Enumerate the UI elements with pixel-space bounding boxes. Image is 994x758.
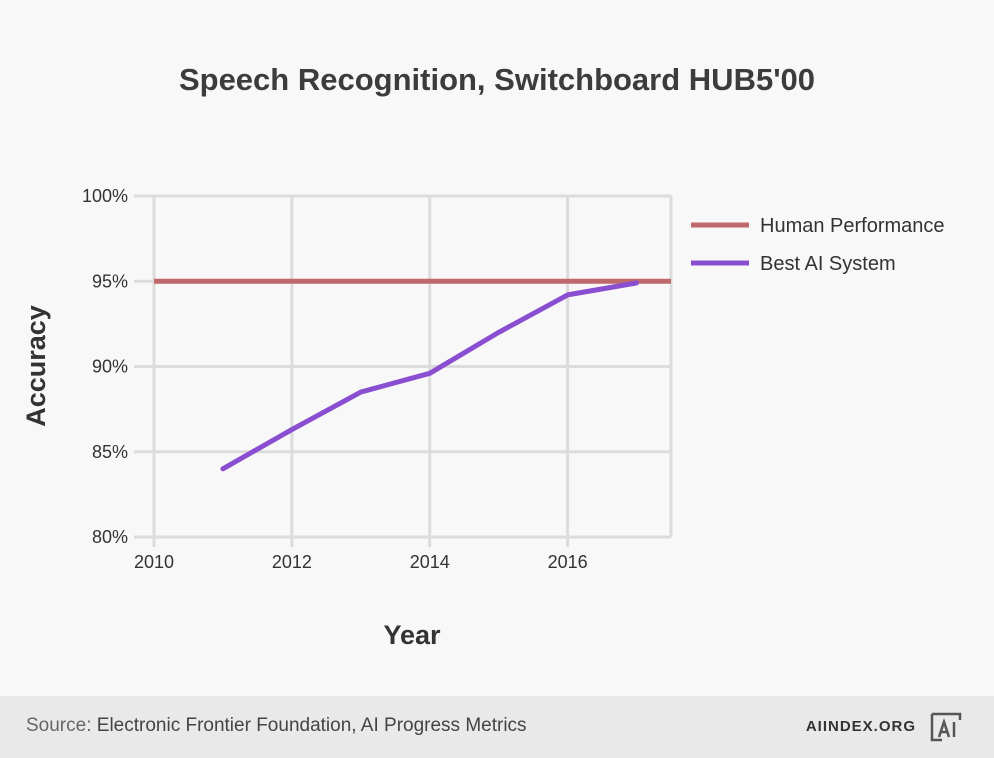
line-chart: 80% 85% 90% 95% 100% 2010 2012 2014 2016 Year Ac… xyxy=(21,186,945,650)
y-tick-label: 90% xyxy=(92,357,128,377)
y-axis-label: Accuracy xyxy=(21,305,51,427)
y-tick-label: 80% xyxy=(92,527,128,547)
ai-index-logo-icon xyxy=(930,712,962,742)
source-label: Source: xyxy=(26,715,92,736)
grid-lines xyxy=(134,194,673,547)
site-name[interactable]: AIINDEX.ORG xyxy=(805,718,916,735)
x-tick-label: 2012 xyxy=(272,552,312,572)
y-tick-label: 100% xyxy=(82,186,128,206)
series-lines xyxy=(154,278,671,472)
y-tick-label: 95% xyxy=(92,271,128,291)
chart-title: Speech Recognition, Switchboard HUB5'00 xyxy=(178,62,816,97)
source-text: Electronic Frontier Foundation, AI Progr… xyxy=(96,715,527,736)
x-axis-label: Year xyxy=(383,620,441,650)
legend: Human Performance Best AI System xyxy=(691,215,945,275)
source-note: Source: Electronic Frontier Foundation, … xyxy=(26,715,527,737)
legend-label: Human Performance xyxy=(760,215,945,237)
legend-label: Best AI System xyxy=(760,253,896,275)
x-tick-label: 2010 xyxy=(134,552,174,572)
tick-labels: 80% 85% 90% 95% 100% 2010 2012 2014 2016 xyxy=(82,186,588,572)
x-tick-label: 2016 xyxy=(548,552,588,572)
series-line xyxy=(220,280,640,472)
y-tick-label: 85% xyxy=(92,442,128,462)
x-tick-label: 2014 xyxy=(410,552,450,572)
footer: Source: Electronic Frontier Foundation, … xyxy=(0,696,994,758)
